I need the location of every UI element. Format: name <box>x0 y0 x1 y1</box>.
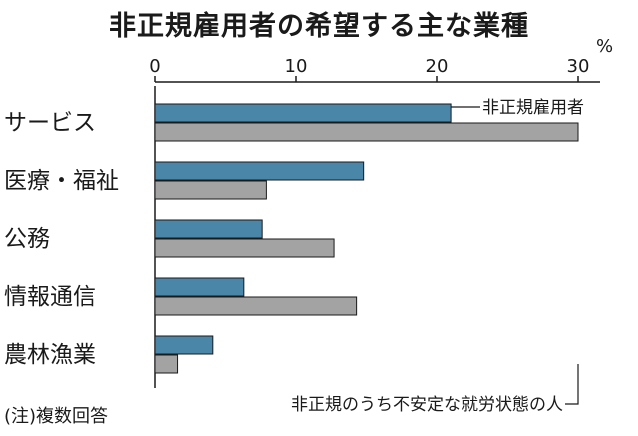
unit-label: % <box>596 36 614 57</box>
footnote: (注)複数回答 <box>4 406 109 427</box>
x-tick-label: 10 <box>285 56 308 77</box>
bar-series1 <box>154 277 245 297</box>
legend-label-series2: 非正規のうち不安定な就労状態の人 <box>291 395 563 415</box>
category-label: 公務 <box>4 226 50 252</box>
legend-label-series1: 非正規雇用者 <box>482 98 584 118</box>
x-tick-label: 20 <box>426 56 449 77</box>
bar-series2 <box>154 122 579 142</box>
bars <box>154 103 579 374</box>
bar-series1 <box>154 335 214 355</box>
category-label: サービス <box>4 110 96 136</box>
bar-series2 <box>154 180 267 200</box>
legend-leader-series2 <box>565 364 579 405</box>
bar-series2 <box>154 354 179 374</box>
bar-series1 <box>154 219 263 239</box>
bar-series1 <box>154 103 452 123</box>
category-label: 情報通信 <box>4 284 96 310</box>
bar-series1 <box>154 161 365 181</box>
x-tick-label: 0 <box>149 56 160 77</box>
chart-title: 非正規雇用者の希望する主な業種 <box>109 11 529 42</box>
category-label: 農林漁業 <box>4 342 96 368</box>
x-tick-label: 30 <box>567 56 590 77</box>
bar-series2 <box>154 296 358 316</box>
bar-series2 <box>154 238 335 258</box>
category-label: 医療・福祉 <box>4 168 119 194</box>
